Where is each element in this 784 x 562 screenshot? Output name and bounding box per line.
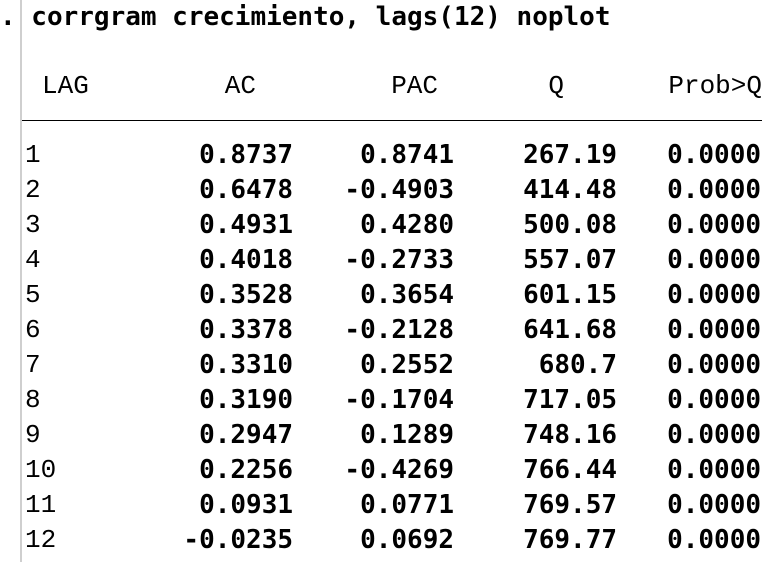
pac-cell: 0.0771 <box>360 490 454 520</box>
ac-cell: 0.3378 <box>199 315 293 345</box>
table-row: 9 0.2947 0.1289 748.16 0.0000 <box>0 418 784 453</box>
results-window-left-border <box>20 0 22 562</box>
table-row: 4 0.4018 -0.2733 557.07 0.0000 <box>0 243 784 278</box>
prob-cell: 0.0000 <box>667 315 761 345</box>
ac-cell: -0.0235 <box>183 525 293 555</box>
q-cell: 748.16 <box>523 420 617 450</box>
pac-cell: 0.3654 <box>360 280 454 310</box>
ac-cell: 0.8737 <box>199 140 293 170</box>
ac-cell: 0.3190 <box>199 385 293 415</box>
header-prob-q: Prob>Q <box>668 71 762 101</box>
header-ac: AC <box>224 71 256 101</box>
prob-cell: 0.0000 <box>667 280 761 310</box>
lag-cell: 7 <box>25 350 41 380</box>
pac-cell: 0.4280 <box>360 210 454 240</box>
lag-cell: 5 <box>25 280 41 310</box>
prob-cell: 0.0000 <box>667 420 761 450</box>
q-cell: 680.7 <box>538 350 617 380</box>
q-cell: 641.68 <box>523 315 617 345</box>
table-row: 12 -0.0235 0.0692 769.77 0.0000 <box>0 523 784 558</box>
lag-cell: 8 <box>25 385 41 415</box>
prob-cell: 0.0000 <box>667 210 761 240</box>
table-row: 6 0.3378 -0.2128 641.68 0.0000 <box>0 313 784 348</box>
prob-cell: 0.0000 <box>667 140 761 170</box>
ac-cell: 0.3310 <box>199 350 293 380</box>
prob-cell: 0.0000 <box>667 175 761 205</box>
ac-cell: 0.6478 <box>199 175 293 205</box>
ac-cell: 0.3528 <box>199 280 293 310</box>
ac-cell: 0.2947 <box>199 420 293 450</box>
lag-cell: 3 <box>25 210 41 240</box>
table-row: 7 0.3310 0.2552 680.7 0.0000 <box>0 348 784 383</box>
pac-cell: 0.2552 <box>360 350 454 380</box>
q-cell: 717.05 <box>523 385 617 415</box>
q-cell: 769.77 <box>523 525 617 555</box>
ac-cell: 0.4018 <box>199 245 293 275</box>
prob-cell: 0.0000 <box>667 455 761 485</box>
pac-cell: 0.0692 <box>360 525 454 555</box>
table-body: 1 0.8737 0.8741 267.19 0.0000 2 0.6478 -0.4903 4… <box>0 138 784 558</box>
table-row: 5 0.3528 0.3654 601.15 0.0000 <box>0 278 784 313</box>
prob-cell: 0.0000 <box>667 525 761 555</box>
table-row: 10 0.2256 -0.4269 766.44 0.0000 <box>0 453 784 488</box>
command-line: . corrgram crecimiento, lags(12) noplot <box>0 2 611 32</box>
prob-cell: 0.0000 <box>667 350 761 380</box>
prob-cell: 0.0000 <box>667 245 761 275</box>
pac-cell: -0.2733 <box>344 245 454 275</box>
lag-cell: 6 <box>25 315 41 345</box>
lag-cell: 1 <box>25 140 41 170</box>
lag-cell: 9 <box>25 420 41 450</box>
q-cell: 500.08 <box>523 210 617 240</box>
q-cell: 601.15 <box>523 280 617 310</box>
lag-cell: 10 <box>25 455 57 485</box>
lag-cell: 12 <box>25 525 57 555</box>
header-q: Q <box>548 71 564 101</box>
q-cell: 766.44 <box>523 455 617 485</box>
q-cell: 769.57 <box>523 490 617 520</box>
prob-cell: 0.0000 <box>667 385 761 415</box>
ac-cell: 0.4931 <box>199 210 293 240</box>
q-cell: 557.07 <box>523 245 617 275</box>
ac-cell: 0.0931 <box>199 490 293 520</box>
table-row: 11 0.0931 0.0771 769.57 0.0000 <box>0 488 784 523</box>
pac-cell: 0.1289 <box>360 420 454 450</box>
table-row: 3 0.4931 0.4280 500.08 0.0000 <box>0 208 784 243</box>
lag-cell: 2 <box>25 175 41 205</box>
table-row: 2 0.6478 -0.4903 414.48 0.0000 <box>0 173 784 208</box>
table-row: 8 0.3190 -0.1704 717.05 0.0000 <box>0 383 784 418</box>
header-separator <box>22 120 762 121</box>
q-cell: 267.19 <box>523 140 617 170</box>
header-lag: LAG <box>42 71 89 101</box>
ac-cell: 0.2256 <box>199 455 293 485</box>
table-row: 1 0.8737 0.8741 267.19 0.0000 <box>0 138 784 173</box>
lag-cell: 11 <box>25 490 57 520</box>
pac-cell: -0.2128 <box>344 315 454 345</box>
prob-cell: 0.0000 <box>667 490 761 520</box>
pac-cell: -0.4269 <box>344 455 454 485</box>
lag-cell: 4 <box>25 245 41 275</box>
q-cell: 414.48 <box>523 175 617 205</box>
pac-cell: 0.8741 <box>360 140 454 170</box>
table-header: LAG AC PAC Q Prob>Q <box>0 70 784 102</box>
pac-cell: -0.4903 <box>344 175 454 205</box>
header-pac: PAC <box>391 71 438 101</box>
pac-cell: -0.1704 <box>344 385 454 415</box>
